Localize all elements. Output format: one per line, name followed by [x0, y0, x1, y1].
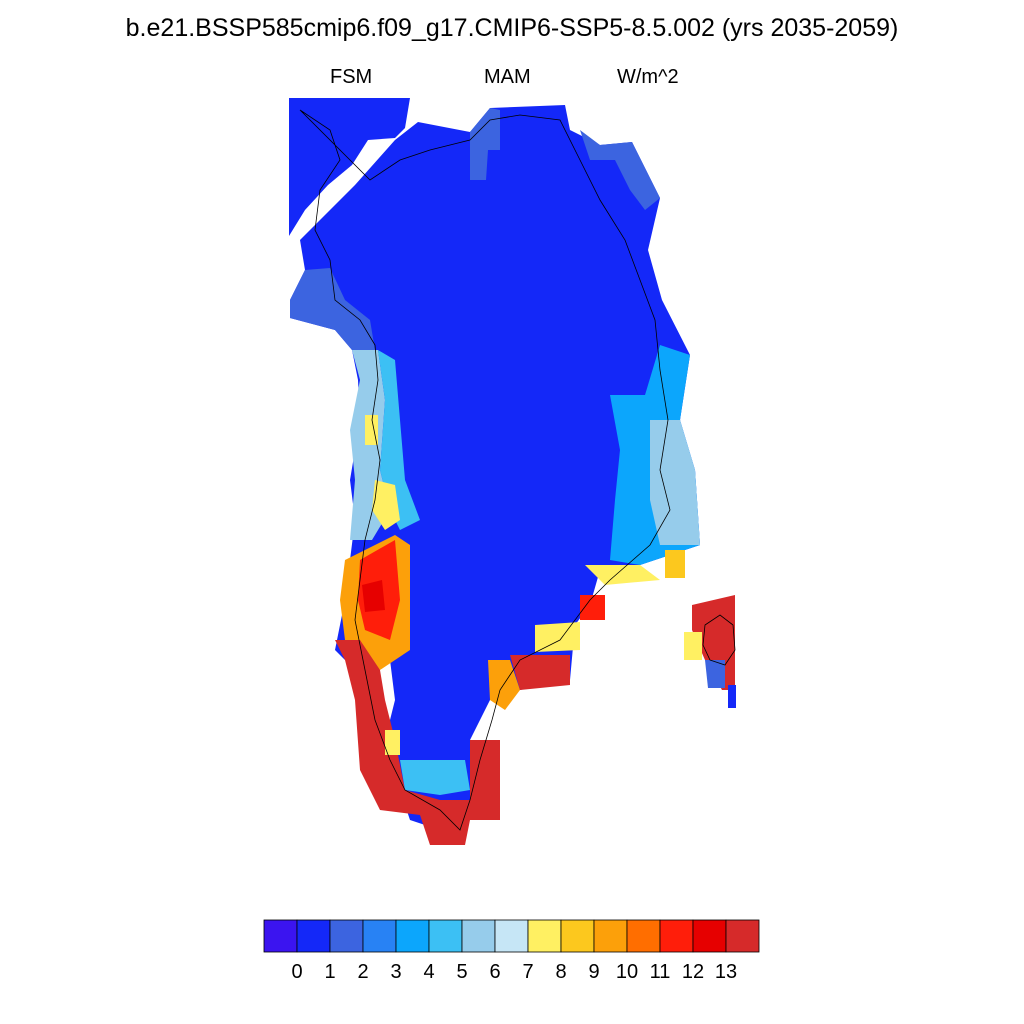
- map-region-west-yellow-2: [372, 480, 400, 530]
- colorbar-box-11: [626, 919, 661, 953]
- map-region-southwest-darkred: [362, 580, 385, 612]
- colorbar-box-1: [296, 919, 331, 953]
- map-region-south-yellow: [385, 730, 400, 755]
- iceland-coastline: [702, 614, 736, 666]
- map-region-southeast-red2: [580, 595, 605, 620]
- colorbar-tick-label: 9: [588, 961, 599, 983]
- map-region-southeast-coast: [510, 655, 570, 690]
- colorbar-box-10: [593, 919, 628, 953]
- colorbar-tick-label: 7: [522, 961, 533, 983]
- colorbar-box-14: [725, 919, 760, 953]
- colorbar-tick-label: 12: [682, 961, 704, 983]
- colorbar-box-4: [395, 919, 430, 953]
- units-label: W/m^2: [617, 66, 679, 88]
- colorbar-box-9: [560, 919, 595, 953]
- variable-label: FSM: [330, 66, 373, 88]
- colorbar-tick-label: 1: [324, 961, 335, 983]
- map-region-southeast-red: [470, 740, 500, 820]
- map-region-north-edge: [470, 108, 500, 180]
- colorbar-box-5: [428, 919, 463, 953]
- colorbar-box-12: [659, 919, 694, 953]
- colorbar-tick-label: 3: [390, 961, 401, 983]
- colorbar-tick-label: 10: [616, 961, 638, 983]
- map-region-east-coast-light: [650, 420, 700, 545]
- map-region-northeast-edge: [580, 130, 660, 210]
- colorbar-tick-label: 8: [555, 961, 566, 983]
- map-region-south-light: [400, 760, 470, 795]
- colorbar-tick-label: 2: [357, 961, 368, 983]
- coastline: [299, 109, 671, 831]
- map-region-east-orange: [665, 550, 685, 578]
- season-label: MAM: [484, 66, 531, 88]
- colorbar-tick-label: 0: [291, 961, 302, 983]
- colorbar-box-0: [263, 919, 298, 953]
- map-title: b.e21.BSSP585cmip6.f09_g17.CMIP6-SSP5-8.…: [125, 14, 899, 42]
- map-region-iceland-blue: [705, 660, 725, 688]
- colorbar-tick-label: 6: [489, 961, 500, 983]
- colorbar-box-2: [329, 919, 364, 953]
- map-region-northwest-strip: [289, 98, 410, 236]
- map-region-southeast-yellow: [535, 622, 580, 652]
- map-region-west-yellow: [365, 415, 378, 445]
- colorbar-box-7: [494, 919, 529, 953]
- map-region-iceland-yellow: [684, 632, 702, 660]
- map-region-iceland-dark: [728, 685, 736, 708]
- colorbar-box-8: [527, 919, 562, 953]
- colorbar-box-13: [692, 919, 727, 953]
- colorbar-tick-label: 5: [456, 961, 467, 983]
- map-region-east-yellow: [585, 565, 660, 585]
- colorbar-box-6: [461, 919, 496, 953]
- colorbar-tick-label: 11: [650, 961, 671, 983]
- map-region-west-edge: [290, 268, 375, 350]
- colorbar-tick-label: 13: [715, 961, 737, 983]
- colorbar-box-3: [362, 919, 397, 953]
- map-region-southwest-crimson: [335, 640, 470, 845]
- colorbar-tick-label: 4: [423, 961, 434, 983]
